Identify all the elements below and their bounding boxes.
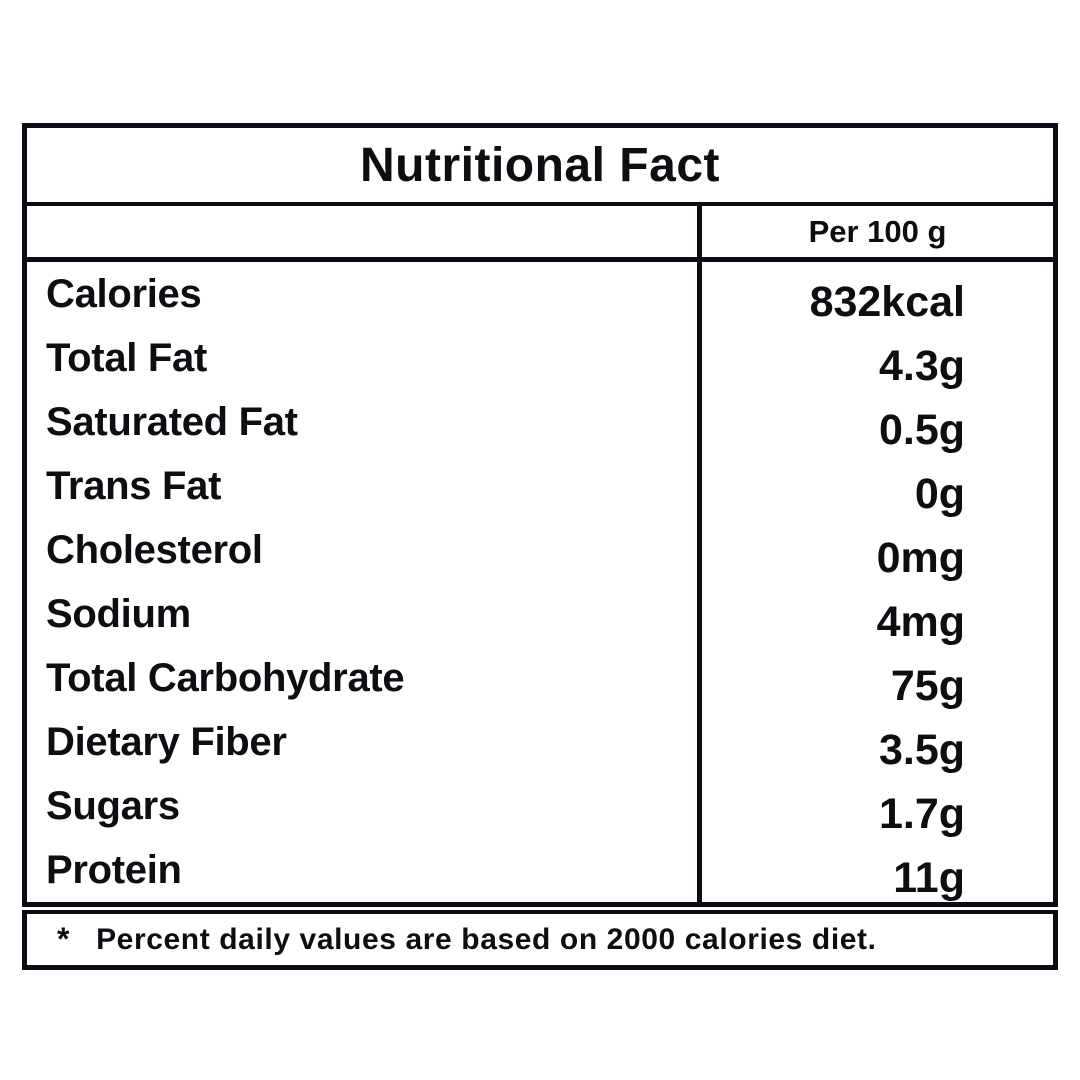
nutrient-label: Protein — [46, 847, 182, 892]
page-title: Nutritional Fact — [359, 138, 720, 192]
nutrient-label: Sodium — [46, 591, 191, 636]
table-row: Total Fat 4.3g — [27, 326, 1053, 390]
nutrient-value: 1.7g — [878, 789, 965, 838]
nutrient-value-cell: 4.3g — [697, 326, 1053, 390]
table-row: Trans Fat 0g — [27, 454, 1053, 518]
table-row: Dietary Fiber 3.5g — [27, 710, 1053, 774]
column-header-per-100g: Per 100 g — [808, 213, 947, 249]
footnote-box: * Percent daily values are based on 2000… — [22, 910, 1058, 970]
nutrient-value: 0mg — [876, 533, 965, 582]
table-row: Saturated Fat 0.5g — [27, 390, 1053, 454]
nutrient-value: 3.5g — [878, 725, 965, 774]
nutrient-value-cell: 4mg — [697, 582, 1053, 646]
nutrition-table: Nutritional Fact Per 100 g Calories 832kc… — [22, 123, 1058, 907]
nutrient-value-cell: 3.5g — [697, 710, 1053, 774]
nutrient-label: Saturated Fat — [46, 399, 298, 444]
nutrient-value-cell: 832kcal — [697, 262, 1053, 326]
nutrient-value-cell: 75g — [697, 646, 1053, 710]
table-row: Calories 832kcal — [27, 262, 1053, 326]
asterisk-marker: * — [57, 921, 71, 957]
table-row: Cholesterol 0mg — [27, 518, 1053, 582]
nutrient-label: Sugars — [46, 783, 180, 828]
nutrient-value: 11g — [893, 853, 965, 902]
table-row: Sugars 1.7g — [27, 774, 1053, 838]
nutrient-label: Calories — [46, 271, 202, 316]
nutrient-value-cell: 0g — [697, 454, 1053, 518]
table-title-row: Nutritional Fact — [27, 128, 1053, 206]
table-row: Total Carbohydrate 75g — [27, 646, 1053, 710]
nutrient-label: Cholesterol — [46, 527, 263, 572]
nutrient-value: 0.5g — [878, 405, 965, 454]
nutrient-value-cell: 1.7g — [697, 774, 1053, 838]
table-row: Protein 11g — [27, 838, 1053, 902]
nutrient-value-cell: 0mg — [697, 518, 1053, 582]
header-spacer-cell — [27, 206, 697, 257]
nutrient-value: 0g — [914, 469, 965, 518]
table-header-row: Per 100 g — [27, 206, 1053, 262]
nutrient-label: Total Fat — [46, 335, 207, 380]
nutrient-value: 75g — [890, 661, 965, 710]
nutrient-label: Total Carbohydrate — [46, 655, 405, 700]
nutrient-value: 4.3g — [878, 341, 965, 390]
nutrient-label: Dietary Fiber — [46, 719, 287, 764]
nutrient-value: 4mg — [876, 597, 965, 646]
table-row: Sodium 4mg — [27, 582, 1053, 646]
footnote-text: Percent daily values are based on 2000 c… — [96, 922, 877, 956]
nutrient-label: Trans Fat — [46, 463, 222, 508]
table-body: Calories 832kcal Total Fat 4.3g Saturated Fa… — [27, 262, 1053, 902]
header-value-cell: Per 100 g — [697, 206, 1053, 257]
nutrient-value-cell: 11g — [697, 838, 1053, 902]
nutrient-value-cell: 0.5g — [697, 390, 1053, 454]
nutrient-value: 832kcal — [809, 277, 965, 326]
